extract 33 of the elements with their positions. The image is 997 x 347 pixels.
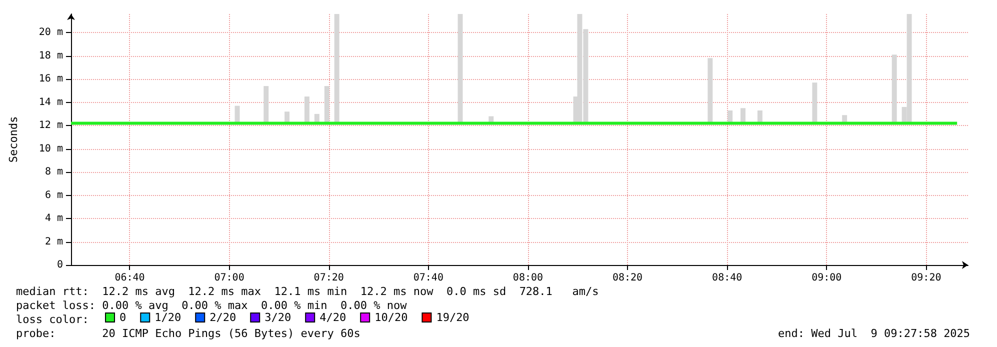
x-tick-label: 07:20 <box>314 272 344 284</box>
y-tick-label: 10 m <box>38 143 63 154</box>
y-tick-label: 6 m <box>44 190 63 201</box>
text: probe: 20 ICMP Echo Pings (56 Bytes) every 60s <box>16 327 360 340</box>
y-tick-label: 14 m <box>38 96 63 108</box>
x-tick-label: 08:00 <box>512 272 544 284</box>
x-tick-label: 07:40 <box>413 272 444 284</box>
legend-title: loss color: <box>16 313 89 326</box>
y-tick-label: 16 m <box>38 74 63 85</box>
y-tick-label: 0 <box>56 260 63 270</box>
x-tick-label: 08:40 <box>712 272 742 284</box>
y-tick-label: 12 m <box>38 120 63 132</box>
x-tick-label: 06:40 <box>114 272 145 284</box>
x-tick-label: 09:20 <box>911 272 942 284</box>
x-tick-label: 08:20 <box>612 272 643 284</box>
y-tick-label: 18 m <box>38 50 63 62</box>
y-tick-label: 4 m <box>44 213 63 224</box>
text: packet loss: 0.00 % avg 0.00 % max 0.00 % min 0.00 % now <box>16 299 407 312</box>
y-axis-title: Seconds <box>7 116 20 163</box>
y-tick-label: 20 m <box>38 27 63 38</box>
legend-label: 10/20 <box>374 311 408 324</box>
y-tick-label: 2 m <box>44 236 63 248</box>
text: median rtt: 12.2 ms avg 12.2 ms max 12.1 ms min 12.2 ms now 0.0 ms sd 728.1 am/s <box>16 285 599 298</box>
x-tick-label: 09:00 <box>812 272 842 284</box>
legend-label: 4/20 <box>320 311 346 324</box>
legend-label: 0 <box>120 311 126 324</box>
legend-label: 2/20 <box>210 311 236 324</box>
legend-label: 3/20 <box>264 311 292 324</box>
legend-label: 1/20 <box>154 311 182 324</box>
y-tick-label: 8 m <box>44 166 63 178</box>
x-tick-label: 07:00 <box>214 272 244 284</box>
text: end: Wed Jul 9 09:27:58 2025 <box>778 327 970 340</box>
legend-label: 19/20 <box>436 311 470 324</box>
